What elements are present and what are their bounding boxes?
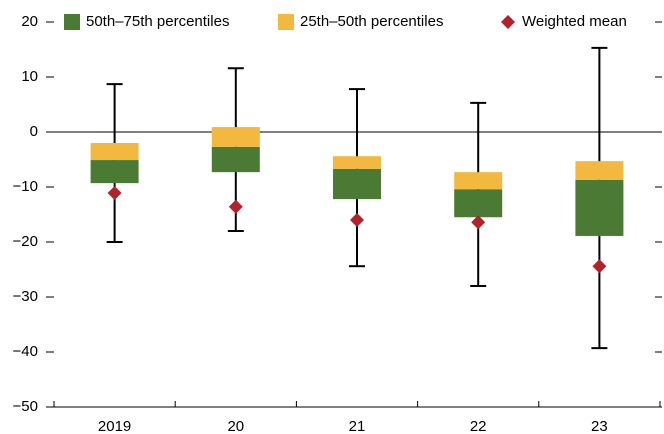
legend-label: Weighted mean [522, 13, 627, 30]
box-segment [333, 156, 381, 169]
y-tick-label: −40 [13, 343, 38, 360]
box-segment [575, 179, 624, 236]
x-tick-label: 22 [470, 418, 487, 434]
y-tick-label: −50 [13, 398, 38, 415]
y-tick-label: −30 [13, 288, 38, 305]
box-segment [211, 127, 260, 147]
y-tick-label: −10 [13, 178, 38, 195]
y-tick-label: 10 [21, 68, 38, 85]
box-segment [90, 160, 139, 184]
mean-marker [471, 215, 486, 230]
y-tick-label: −20 [13, 233, 38, 250]
box-segment [575, 161, 624, 180]
mean-marker [107, 186, 122, 201]
legend-swatch [501, 15, 515, 29]
box-segment [454, 172, 503, 190]
box-segment [333, 168, 381, 200]
legend-swatch [278, 14, 294, 30]
y-tick-label: 20 [21, 13, 38, 30]
legend-swatch [64, 14, 80, 30]
legend-label: 50th–75th percentiles [86, 13, 229, 30]
x-tick-label: 2019 [98, 418, 131, 434]
x-tick-label: 20 [227, 418, 244, 434]
mean-marker [350, 213, 364, 227]
mean-marker [592, 259, 607, 274]
x-tick-label: 21 [349, 418, 366, 434]
mean-marker [228, 199, 243, 214]
box-segment [90, 143, 139, 161]
box-segment [211, 146, 260, 173]
x-tick-label: 23 [591, 418, 608, 434]
legend-label: 25th–50th percentiles [300, 13, 443, 30]
y-tick-label: 0 [30, 123, 38, 140]
box-segment [454, 189, 503, 218]
